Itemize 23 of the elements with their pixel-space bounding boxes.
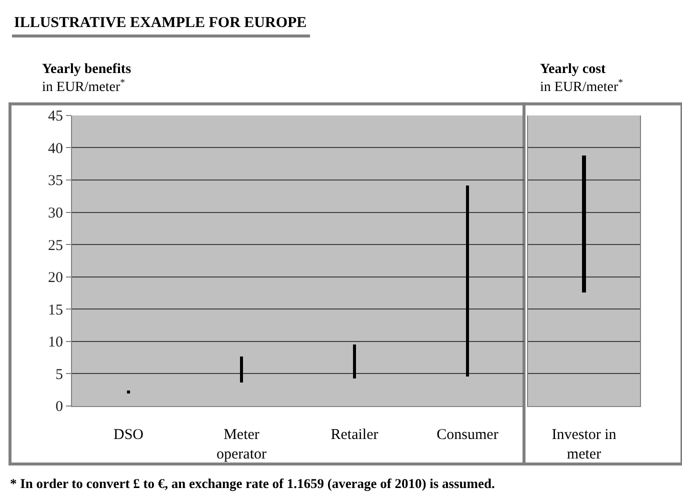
x-tick-label: Investor in meter [552,426,617,462]
y-tick-label: 15 [48,302,63,318]
x-tick-label: Retailer [330,426,378,443]
bar [466,185,469,376]
bar [240,356,243,382]
y-axis-title: Yearly cost in EUR/meter$^{*}$ [540,62,624,96]
y-tick-label: 10 [48,334,63,351]
y-tick-label: 0 [56,399,63,416]
text: * In order to convert £ to €, an exchange rate of 1.1659 (average of 2010) is assumed. [10,476,495,491]
x-tick-label: Consumer [436,426,498,443]
x-tick-label: Meter operator [216,426,266,462]
y-tick-label: 20 [48,270,63,286]
x-tick-label: DSO [113,426,144,443]
y-tick-label: 45 [48,108,63,125]
bar [353,344,356,378]
y-tick-label: 30 [48,206,63,222]
y-tick-label: 40 [48,140,63,157]
bar [127,390,130,394]
y-axis-title: Yearly benefits in EUR/meter$^{*}$ [42,62,132,96]
chart-title: ILLUSTRATIVE EXAMPLE FOR EUROPE [14,15,307,31]
y-tick-label: 35 [48,173,63,190]
y-tick-label: 25 [48,238,63,254]
y-tick-label: 5 [56,366,63,383]
